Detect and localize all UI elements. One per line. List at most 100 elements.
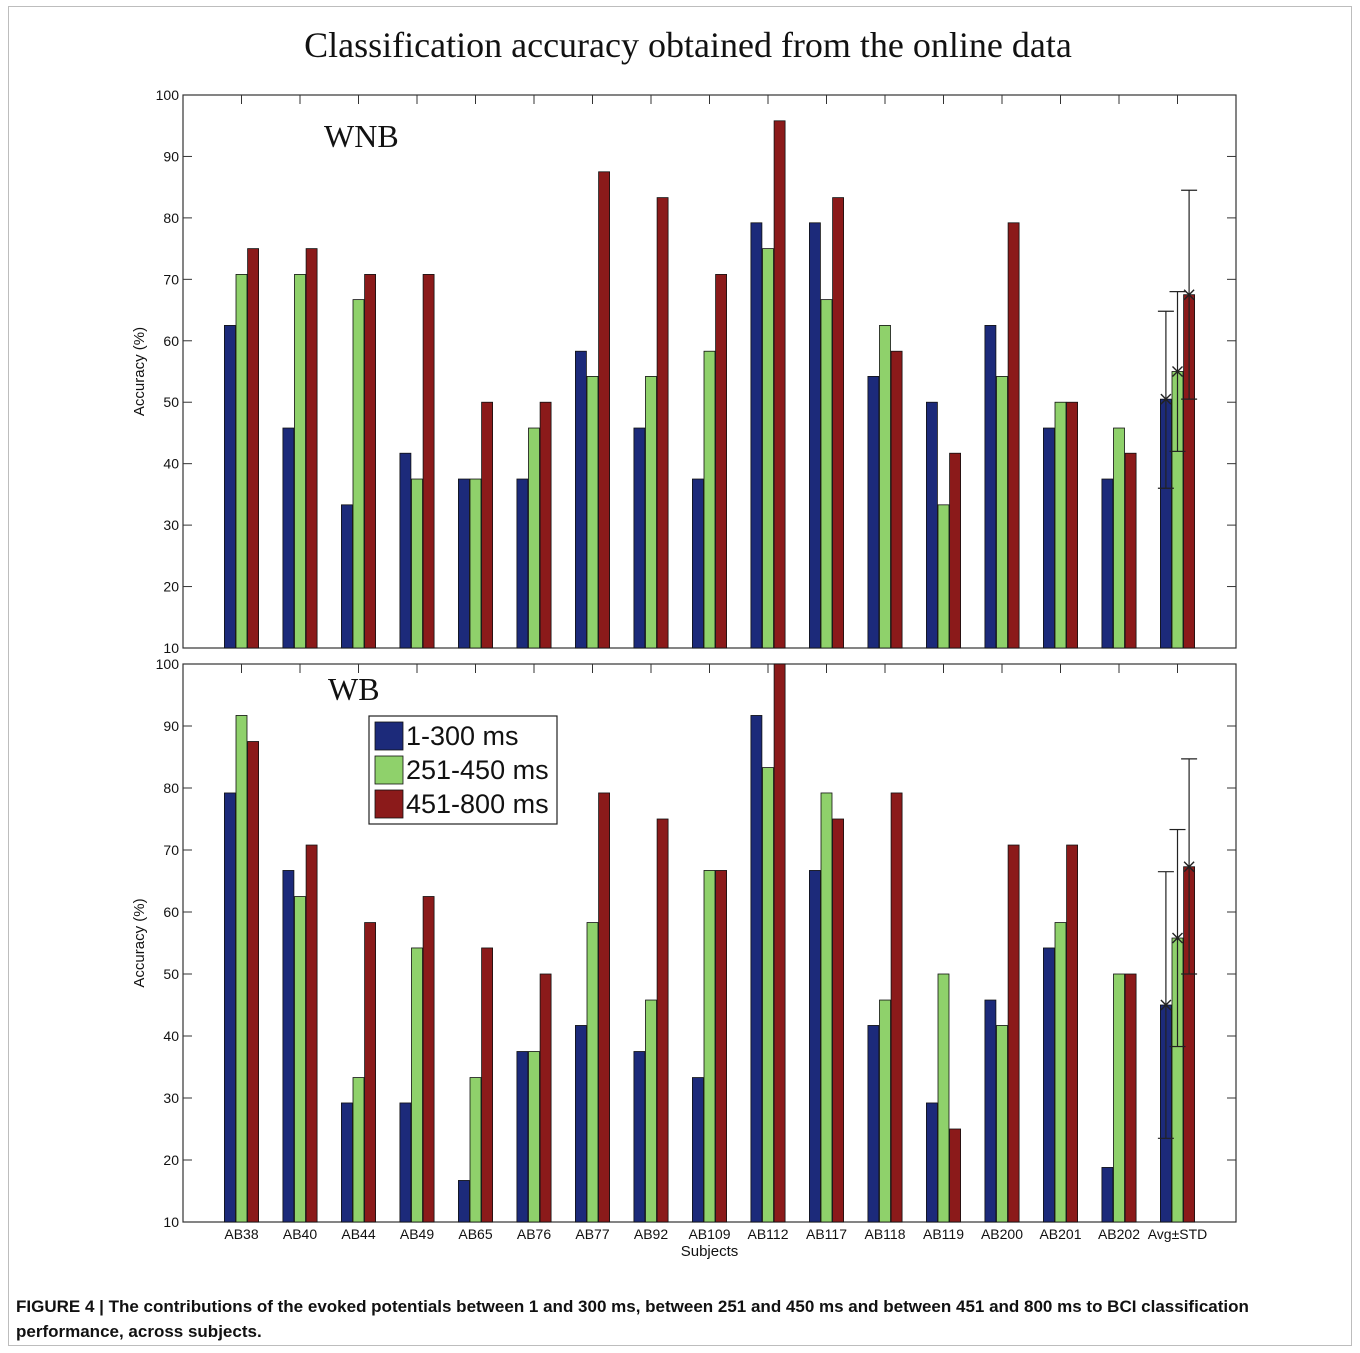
bar xyxy=(926,401,938,649)
bar xyxy=(294,896,306,1223)
bar xyxy=(879,999,891,1223)
x-tick-label: AB76 xyxy=(517,1226,551,1242)
x-axis-label: Subjects xyxy=(681,1243,739,1260)
bar xyxy=(890,792,903,1223)
bar xyxy=(820,299,833,649)
bar xyxy=(949,1128,961,1223)
panel-wb: 10 20 30 40 50 60 70 80 90 100 WB Accuracy (%) AB38 A… xyxy=(131,656,1237,1260)
y-tick-label: 40 xyxy=(163,456,179,472)
y-tick-label: 30 xyxy=(163,1090,179,1106)
mean-marker xyxy=(1183,289,1195,301)
x-tick-label: AB202 xyxy=(1098,1226,1140,1242)
y-tick-label: 80 xyxy=(163,210,179,226)
bar xyxy=(762,767,774,1223)
bar xyxy=(656,197,669,649)
y-tick-label: 90 xyxy=(163,148,179,164)
y-axis-label: Accuracy (%) xyxy=(131,898,148,987)
bar xyxy=(411,947,423,1223)
legend: 1-300 ms 251-450 ms 451-800 ms xyxy=(368,715,558,825)
bar xyxy=(703,350,716,649)
bar xyxy=(223,325,236,649)
bar xyxy=(516,1051,529,1223)
bar xyxy=(832,197,844,649)
bar xyxy=(469,478,482,649)
bar xyxy=(364,274,377,649)
bar xyxy=(1043,947,1055,1223)
bar xyxy=(235,274,248,649)
bar xyxy=(282,870,295,1223)
bar xyxy=(1066,401,1078,649)
bar xyxy=(715,274,727,649)
bar xyxy=(457,1180,470,1223)
mean-marker xyxy=(1172,932,1183,944)
bar xyxy=(984,325,997,649)
bar xyxy=(575,350,587,649)
chart-canvas: Classification accuracy obtained from th… xyxy=(131,25,1237,1260)
y-tick-label: 60 xyxy=(163,904,179,920)
bar xyxy=(1124,973,1137,1223)
x-tick-label: AB118 xyxy=(865,1226,906,1242)
legend-label: 251-450 ms xyxy=(406,755,549,785)
bar xyxy=(223,792,236,1223)
bar xyxy=(586,376,599,649)
bar xyxy=(539,973,552,1223)
bar xyxy=(282,427,295,649)
y-axis-label: Accuracy (%) xyxy=(131,327,148,416)
bar xyxy=(867,1025,880,1223)
bar xyxy=(1043,427,1055,649)
mean-marker xyxy=(1183,861,1195,873)
y-tick-label: 30 xyxy=(163,517,179,533)
bar xyxy=(984,999,997,1223)
bar xyxy=(996,376,1008,649)
bar xyxy=(422,896,435,1223)
figure-caption: FIGURE 4 | The contributions of the evok… xyxy=(16,1297,1249,1341)
y-tick-label: 40 xyxy=(163,1028,179,1044)
legend-label: 451-800 ms xyxy=(406,789,549,819)
bar xyxy=(809,870,821,1223)
bar xyxy=(1113,427,1125,649)
mean-marker xyxy=(1160,999,1172,1011)
bar xyxy=(399,452,412,649)
bar xyxy=(457,478,470,649)
y-tick-label: 10 xyxy=(163,640,179,656)
x-tick-label: AB200 xyxy=(981,1226,1023,1242)
x-tick-label: AB49 xyxy=(400,1226,434,1242)
y-tick-label: 70 xyxy=(163,271,179,287)
x-tick-label: AB44 xyxy=(341,1226,375,1242)
bar xyxy=(340,1102,353,1223)
bar xyxy=(352,299,365,649)
mean-marker xyxy=(1160,393,1172,405)
legend-swatch xyxy=(374,755,404,785)
y-tick-label: 50 xyxy=(163,966,179,982)
bar xyxy=(469,1077,482,1223)
y-tick-label: 90 xyxy=(163,718,179,734)
bar xyxy=(820,792,833,1223)
bar xyxy=(692,1077,704,1223)
bar xyxy=(575,1025,587,1223)
bar xyxy=(1054,401,1067,649)
y-tick-label: 50 xyxy=(163,394,179,410)
bar xyxy=(364,922,377,1223)
mean-marker xyxy=(1172,366,1183,377)
bar xyxy=(528,1051,540,1223)
panel-wnb: 10 20 30 40 50 60 70 80 90 100 WNB Accuracy (%) xyxy=(131,87,1237,656)
bar xyxy=(352,1077,365,1223)
x-tick-label: AB117 xyxy=(806,1226,847,1242)
bar xyxy=(773,663,786,1223)
bar xyxy=(937,504,950,649)
x-tick-label: AB77 xyxy=(575,1226,609,1242)
bar xyxy=(645,999,657,1223)
bar xyxy=(399,1102,412,1223)
bar xyxy=(926,1102,938,1223)
bar xyxy=(247,248,260,649)
bar xyxy=(411,478,423,649)
bar xyxy=(598,171,610,649)
x-tick-label: Avg±STD xyxy=(1148,1226,1208,1242)
bar xyxy=(867,376,880,649)
bar xyxy=(598,792,610,1223)
figure-frame xyxy=(8,6,1352,1346)
y-tick-label: 70 xyxy=(163,842,179,858)
bar xyxy=(949,452,961,649)
bar xyxy=(528,427,540,649)
chart-title: Classification accuracy obtained from th… xyxy=(304,25,1072,65)
